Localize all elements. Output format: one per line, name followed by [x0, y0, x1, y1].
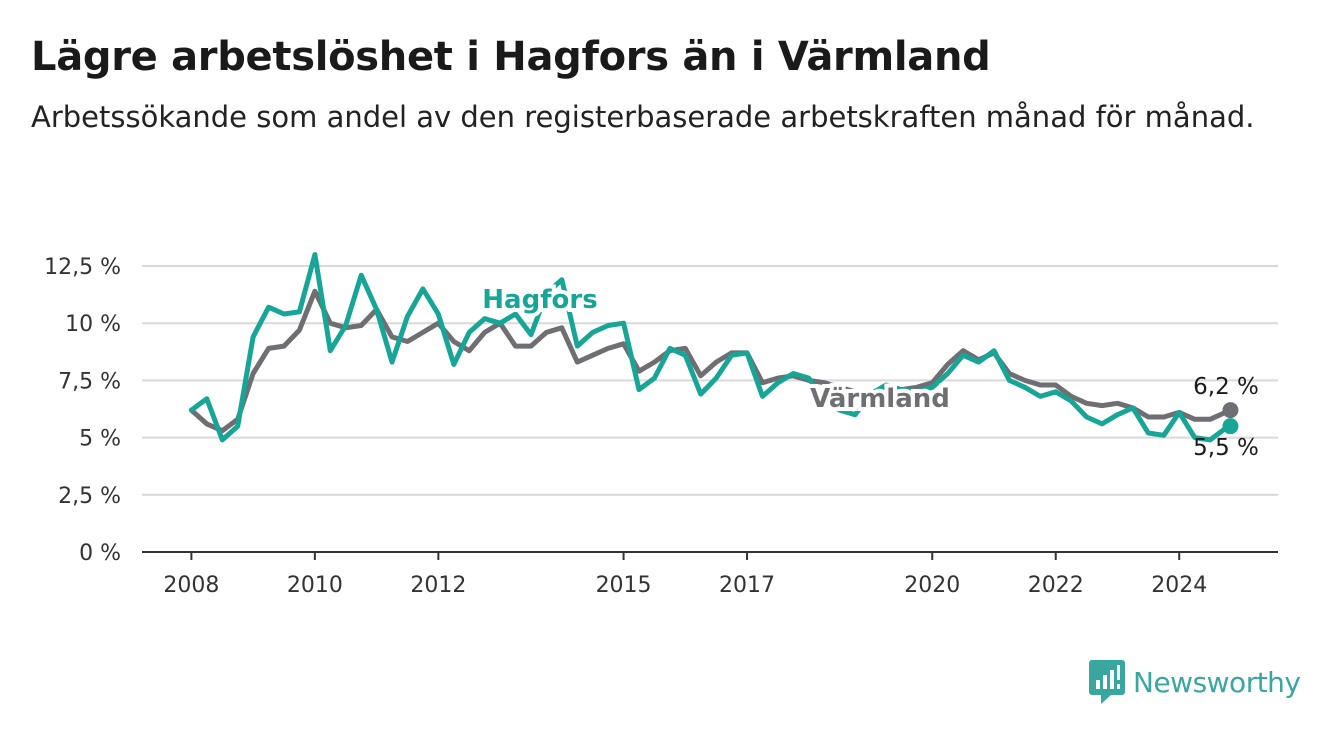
logo-text: Newsworthy: [1133, 665, 1301, 699]
x-tick-label: 2012: [410, 573, 466, 598]
x-tick-label: 2008: [163, 573, 219, 598]
y-tick-label: 5 %: [79, 427, 121, 452]
bar-chart-icon: [1089, 660, 1125, 704]
x-tick-label: 2022: [1028, 573, 1084, 598]
x-axis: 2008 2010 2012 2015 2017 2020 2022 2024: [142, 551, 1278, 598]
series-line-vrmland: [188, 288, 1233, 434]
x-tick-label: 2017: [719, 573, 775, 598]
end-value-hagfors: 5,5 %: [1193, 435, 1259, 461]
series-label-varmland: Värmland: [810, 384, 950, 414]
series-labels: Hagfors Värmland 6,2 % 5,5 %: [478, 281, 1259, 461]
series-lines: [188, 252, 1239, 443]
y-tick-label: 12,5 %: [44, 255, 121, 280]
series-line-hagfors: [188, 252, 1233, 443]
newsworthy-logo: Newsworthy: [1089, 660, 1301, 704]
x-tick-label: 2015: [596, 573, 652, 598]
x-tick-label: 2024: [1151, 573, 1207, 598]
x-tick-label: 2010: [287, 573, 343, 598]
y-tick-label: 0 %: [79, 541, 121, 566]
series-label-hagfors: Hagfors: [482, 285, 597, 315]
y-tick-label: 10 %: [65, 312, 121, 337]
end-point-hagfors: [1222, 418, 1239, 435]
y-tick-label: 2,5 %: [58, 484, 121, 509]
end-value-varmland: 6,2 %: [1193, 374, 1259, 400]
chart-title: Lägre arbetslöshet i Hagfors än i Värmla…: [31, 34, 991, 80]
end-point-vrmland: [1222, 402, 1239, 419]
y-axis-tick-labels: 0 % 2,5 % 5 % 7,5 % 10 % 12,5 %: [44, 255, 121, 566]
chart-subtitle: Arbetssökande som andel av den registerb…: [31, 100, 1255, 134]
x-tick-label: 2020: [904, 573, 960, 598]
y-tick-label: 7,5 %: [58, 369, 121, 394]
